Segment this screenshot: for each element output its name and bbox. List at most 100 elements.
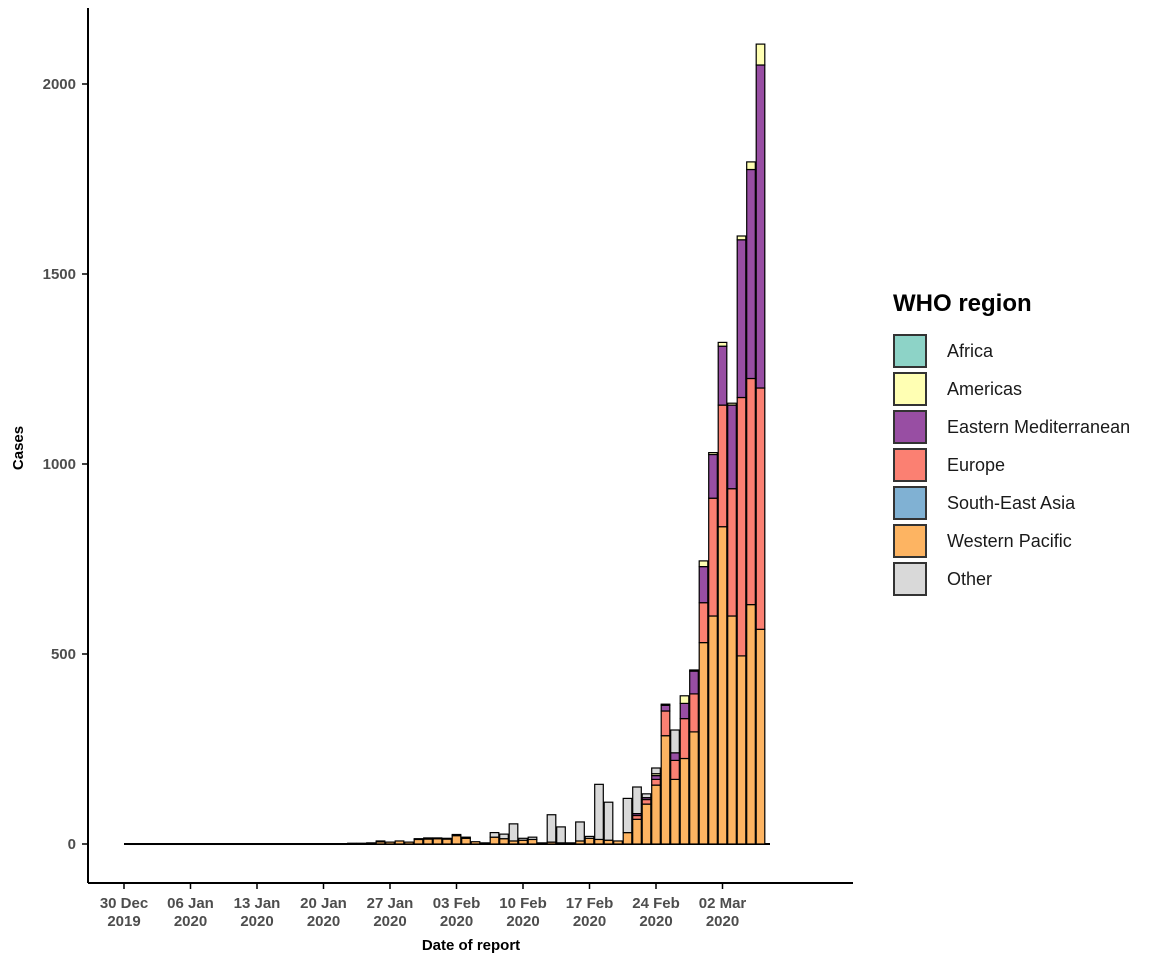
bar-segment-other xyxy=(594,783,604,841)
bar-segment-western-pacific xyxy=(337,843,348,846)
bar-segment-other xyxy=(651,767,661,775)
bar-segment-western-pacific xyxy=(318,843,329,846)
bar-segment-europe xyxy=(670,759,680,781)
bar-segment-western-pacific xyxy=(632,818,642,845)
bar-segment-western-pacific xyxy=(689,731,699,845)
y-axis-title: Cases xyxy=(10,426,27,470)
bar-segment-western-pacific xyxy=(660,735,671,845)
bar-segment-western-pacific xyxy=(223,843,234,846)
legend-swatch xyxy=(893,486,927,520)
bar-segment-western-pacific xyxy=(651,784,661,845)
y-ticks-layer: 0 500 1000 1500 2000 xyxy=(43,76,88,853)
bar-segment-other xyxy=(546,814,557,843)
bar-segment-eastern-mediterranean xyxy=(698,565,709,604)
bar-segment-other xyxy=(670,729,680,754)
bar-segment-americas xyxy=(746,161,756,171)
bar-segment-western-pacific xyxy=(166,843,177,846)
x-tick-label: 24 Feb 2020 xyxy=(632,895,680,930)
bar-segment-other xyxy=(489,831,500,838)
bar-segment-eastern-mediterranean xyxy=(755,64,766,389)
bar-segment-western-pacific xyxy=(385,841,395,845)
legend-item-western-pacific: Western Pacific xyxy=(893,522,1130,560)
bar-segment-western-pacific xyxy=(641,803,652,845)
bar-segment-western-pacific xyxy=(214,843,224,846)
x-axis-title: Date of report xyxy=(422,937,520,954)
bar-segment-western-pacific xyxy=(442,838,452,845)
x-tick-label: 20 Jan 2020 xyxy=(300,895,347,930)
bar-segment-europe xyxy=(660,710,671,737)
bar-segment-western-pacific xyxy=(280,843,291,846)
legend-swatch xyxy=(893,524,927,558)
y-tick-label: 1500 xyxy=(43,266,76,283)
bar-segment-western-pacific xyxy=(613,840,623,845)
bar-segment-western-pacific xyxy=(328,843,338,846)
bar-segment-western-pacific xyxy=(242,843,253,846)
legend-item-eastern-mediterranean: Eastern Mediterranean xyxy=(893,408,1130,446)
legend-title: WHO region xyxy=(893,290,1032,317)
bar-segment-western-pacific xyxy=(670,778,680,845)
bar-segment-europe xyxy=(746,377,756,606)
legend-item-americas: Americas xyxy=(893,370,1130,408)
bar-segment-other xyxy=(575,821,585,842)
legend-swatch xyxy=(893,410,927,444)
legend-item-africa: Africa xyxy=(893,332,1130,370)
bar-segment-americas xyxy=(708,452,718,456)
x-tick-label: 06 Jan 2020 xyxy=(167,895,214,930)
bar-segment-europe xyxy=(755,387,766,630)
bar-segment-western-pacific xyxy=(157,843,167,846)
x-tick-label: 13 Jan 2020 xyxy=(234,895,281,930)
bar-segment-americas xyxy=(689,669,699,672)
legend-label: Europe xyxy=(947,454,1006,475)
bar-segment-other xyxy=(622,797,633,834)
bar-segment-europe xyxy=(736,396,747,657)
bar-segment-western-pacific xyxy=(176,843,186,846)
bar-segment-western-pacific xyxy=(261,843,272,846)
bar-segment-europe xyxy=(641,798,652,805)
bar-segment-eastern-mediterranean xyxy=(746,168,756,380)
bar-segment-western-pacific xyxy=(727,615,737,845)
bar-segment-other xyxy=(556,826,566,844)
bar-segment-europe xyxy=(708,497,718,617)
bar-segment-western-pacific xyxy=(565,842,576,845)
bar-segment-eastern-mediterranean xyxy=(727,404,737,490)
bar-segment-western-pacific xyxy=(195,843,205,846)
bar-segment-western-pacific xyxy=(404,841,414,845)
bar-segment-other xyxy=(641,793,652,799)
bar-segment-other xyxy=(423,837,433,840)
y-tick-label: 2000 xyxy=(43,76,76,93)
bar-segment-western-pacific xyxy=(271,843,281,846)
bar-segment-americas xyxy=(736,235,747,241)
bar-segment-western-pacific xyxy=(594,838,604,845)
bar-segment-eastern-mediterranean xyxy=(689,670,699,695)
bar-segment-eastern-mediterranean xyxy=(670,752,680,761)
bar-segment-western-pacific xyxy=(290,843,300,846)
bar-segment-western-pacific xyxy=(423,838,433,845)
bar-segment-western-pacific xyxy=(356,842,367,845)
legend-item-other: Other xyxy=(893,560,1130,598)
x-tick-label: 17 Feb 2020 xyxy=(566,895,614,930)
x-tick-label: 02 Mar 2020 xyxy=(699,895,747,930)
bar-segment-western-pacific xyxy=(480,842,490,845)
x-tick-label: 03 Feb 2020 xyxy=(433,895,481,930)
bar-segment-western-pacific xyxy=(736,655,747,845)
legend-item-europe: Europe xyxy=(893,446,1130,484)
bar-segment-other xyxy=(413,838,424,841)
bar-segment-americas xyxy=(698,560,709,568)
bar-segment-western-pacific xyxy=(470,841,481,845)
legend: WHO region Africa Americas Eastern Mediter… xyxy=(893,290,1130,598)
bar-segment-western-pacific xyxy=(252,843,262,846)
bar-segment-other xyxy=(432,837,443,840)
bar-segment-western-pacific xyxy=(527,838,538,845)
legend-swatch xyxy=(893,562,927,596)
bar-segment-western-pacific xyxy=(451,835,462,845)
bar-segment-europe xyxy=(689,693,699,733)
bar-segment-western-pacific xyxy=(204,843,215,846)
bar-segment-eastern-mediterranean xyxy=(717,345,728,406)
bar-segment-western-pacific xyxy=(679,757,690,845)
bar-segment-other xyxy=(518,837,528,841)
bar-segment-other xyxy=(632,786,642,815)
bar-segment-western-pacific xyxy=(147,843,158,846)
bar-segment-western-pacific xyxy=(366,842,376,845)
bar-segment-eastern-mediterranean xyxy=(679,702,690,720)
bar-segment-other xyxy=(461,836,471,839)
